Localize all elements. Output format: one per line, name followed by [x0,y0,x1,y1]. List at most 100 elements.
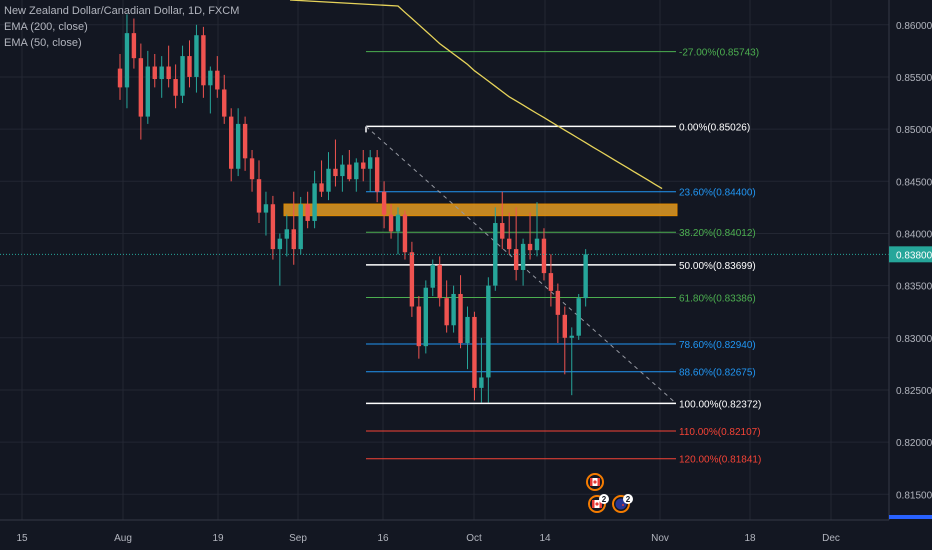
fib-level-label: 61.80%(0.83386) [679,294,756,305]
grid-lines [0,0,889,520]
price-tick-label: 0.83500 [896,282,932,293]
candle-body [159,66,164,80]
time-axis[interactable]: 15 Aug 19 Sep 16 Oct 14 Nov 18 Dec [0,519,889,544]
candle-body [430,264,435,288]
candle-body [124,33,130,88]
fib-level-label: 120.00%(0.81841) [679,455,761,466]
candlestick-series [117,14,588,403]
candle-body [416,306,422,347]
time-tick-label: 16 [377,533,389,544]
candle-body [152,66,157,80]
event-count: 2 [626,495,631,504]
candle-body [368,157,373,169]
ema-50-label[interactable]: EMA (50, close) [4,37,82,49]
price-tick-label: 0.85500 [896,73,932,84]
candle-body [117,68,123,88]
price-axis[interactable]: 0.86000 0.85500 0.85000 0.84500 0.84000 0.835… [888,0,932,520]
candle-body [381,191,387,215]
ema-50-line [289,0,663,190]
symbol-title[interactable]: New Zealand Dollar/Canadian Dollar, 1D, … [4,5,240,17]
candle-body [270,204,276,250]
time-tick-label: 14 [539,533,551,544]
candle-body [347,164,352,180]
time-tick-label: Aug [114,533,132,544]
time-tick-label: Nov [651,533,669,544]
candle-body [249,158,255,180]
candle-body [437,264,442,299]
candle-body [194,35,199,77]
candle-body [500,223,505,239]
fib-level-label: 38.20%(0.84012) [679,228,756,239]
candle-body [583,254,588,299]
candle-body [451,293,456,326]
ema-200-label[interactable]: EMA (200, close) [4,21,88,33]
candle-body [388,214,394,232]
event-count: 2 [602,495,607,504]
candle-body [486,285,491,378]
candle-body [402,214,408,253]
candle-body [201,35,206,86]
flag-band [597,478,600,486]
candle-body [576,298,581,336]
flag-band [592,500,595,508]
candle-body [187,56,192,77]
time-tick-label: 19 [212,533,224,544]
scale-indicator [889,515,932,519]
candle-body [131,33,137,59]
fib-level-label: 78.60%(0.82940) [679,340,756,351]
candle-body [319,183,324,192]
ema-line [289,0,663,190]
time-tick-label: Oct [466,533,482,544]
candle-body [562,314,567,338]
candle-body [215,70,220,90]
time-tick-label: Dec [822,533,840,544]
price-tick-label: 0.85000 [896,125,932,136]
candle-body [284,229,289,239]
canada-flag-icon[interactable] [586,473,604,491]
price-tick-label: 0.81500 [896,490,932,501]
candle-body [138,58,144,117]
candle-body [298,204,303,250]
last-price-label: 0.83800 [896,250,932,261]
candle-body [277,238,283,250]
candle-body [423,287,428,347]
price-tick-label: 0.86000 [896,21,932,32]
time-tick-label: Sep [289,533,307,544]
candle-body [513,249,519,270]
fib-level-label: 110.00%(0.82107) [679,427,761,438]
fib-level-label: -27.00%(0.85743) [679,48,759,59]
candle-body [374,157,380,192]
last-price-tag[interactable] [889,246,932,263]
price-tick-label: 0.83000 [896,334,932,345]
flag-band [599,500,602,508]
maple-leaf [593,480,597,484]
fib-level-label: 100.00%(0.82372) [679,399,761,410]
resistance-zone-box[interactable] [283,203,678,217]
fib-level-label: 88.60%(0.82675) [679,368,756,379]
candle-body [173,79,178,96]
candle-body [242,123,248,159]
price-tick-label: 0.82000 [896,438,932,449]
candle-body [395,214,401,232]
candle-body [305,204,310,221]
candle-body [465,316,470,344]
candle-body [235,123,241,169]
canada-flag-icon[interactable]: 2 [588,494,609,513]
candle-body [180,56,185,96]
candle-body [340,164,345,177]
trend-line[interactable] [365,126,677,404]
candle-body [479,377,484,388]
candle-body [527,243,533,251]
candle-body [555,290,561,315]
candle-body [326,168,331,192]
fib-level-label: 0.00%(0.85026) [679,122,750,133]
new-zealand-flag-icon[interactable]: 2 [612,494,633,513]
candle-body [229,116,234,169]
event-count-badge [623,494,633,504]
candle-body [222,89,227,117]
candle-body [444,298,449,326]
flag-star [622,504,624,506]
fib-level-label: 50.00%(0.83699) [679,261,756,272]
